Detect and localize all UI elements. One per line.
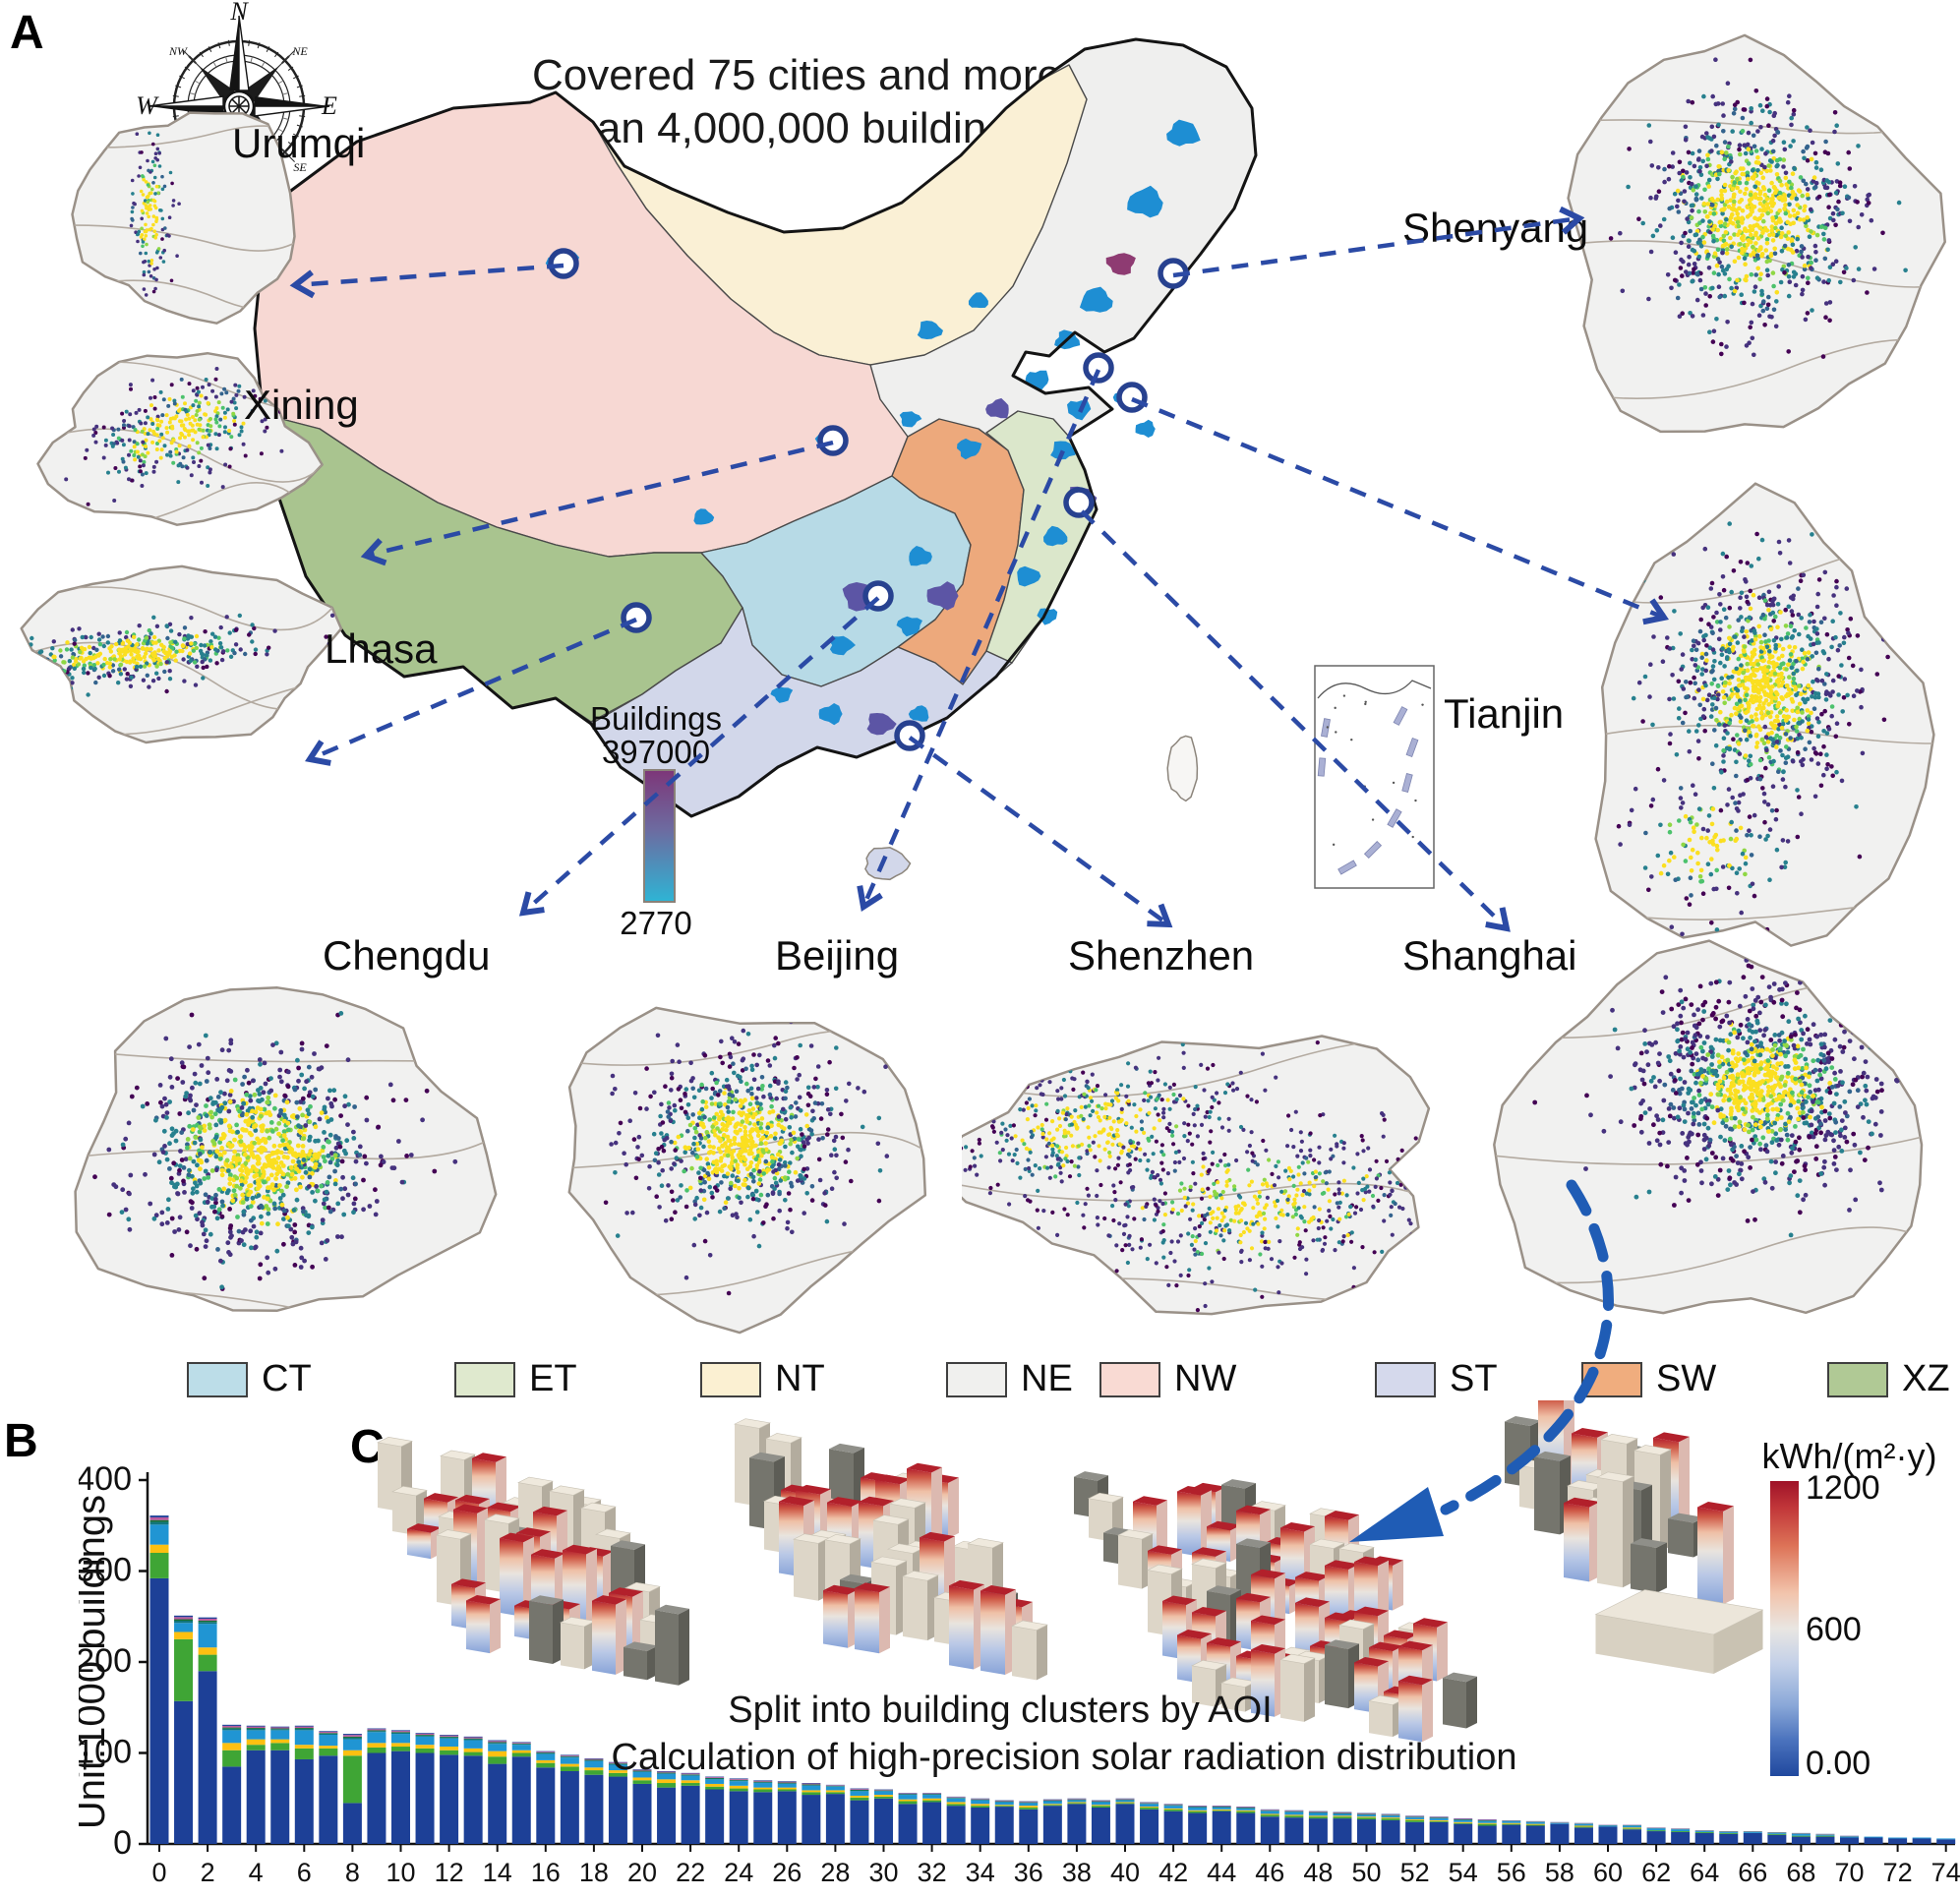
city-label-lhasa: Lhasa <box>325 625 438 672</box>
legend-item-nt: NT <box>700 1358 825 1400</box>
svg-text:N: N <box>229 0 249 26</box>
city-label-tianjin: Tianjin <box>1444 690 1565 737</box>
legend-label-et: ET <box>529 1358 577 1399</box>
building-cluster-render-1 <box>377 1437 689 1686</box>
radiation-colorbar-title: kWh/(m²·y) <box>1761 1436 1937 1476</box>
city-label-shenzhen: Shenzhen <box>1068 932 1255 979</box>
building-cluster-render-3 <box>1074 1471 1477 1743</box>
legend-item-ne: NE <box>946 1358 1073 1400</box>
legend-swatch-nw <box>1099 1361 1160 1397</box>
legend-label-ct: CT <box>262 1358 312 1399</box>
legend-swatch-et <box>454 1361 515 1397</box>
legend-swatch-ct <box>187 1361 248 1397</box>
inset-map-shenzhen <box>962 1035 1431 1316</box>
inset-map-xining <box>36 351 324 526</box>
legend-item-et: ET <box>454 1358 577 1400</box>
panel-b-label: B <box>4 1415 38 1467</box>
legend-label-sw: SW <box>1656 1358 1717 1399</box>
inset-map-tianjin <box>1594 482 1935 947</box>
figure-title-line1: Covered 75 cities and more <box>531 51 1062 99</box>
radiation-colorbar-gradient <box>1770 1481 1799 1776</box>
svg-text:NW: NW <box>168 44 188 58</box>
figure-title-line2: than 4,000,000 buildings <box>561 104 1033 152</box>
buildings-colorbar-max: 397000 <box>601 734 711 770</box>
svg-text:E: E <box>321 91 337 120</box>
buildings-colorbar-gradient <box>643 769 676 903</box>
inset-map-chengdu <box>74 986 498 1312</box>
inset-map-shenyang <box>1567 33 1946 434</box>
inset-map-urumqi <box>71 111 296 325</box>
inset-map-shanghai <box>1493 939 1924 1315</box>
buildings-colorbar-title: Buildings <box>590 700 722 737</box>
inset-map-beijing <box>567 1006 927 1335</box>
legend-label-nt: NT <box>775 1358 825 1399</box>
buildings-colorbar-min: 2770 <box>620 905 692 941</box>
legend-item-ct: CT <box>187 1358 312 1400</box>
radiation-colorbar-min: 0.00 <box>1806 1745 1871 1782</box>
city-label-shanghai: Shanghai <box>1402 932 1577 979</box>
radiation-colorbar-mid: 600 <box>1806 1611 1862 1648</box>
svg-text:SE: SE <box>293 160 307 174</box>
legend-item-sw: SW <box>1581 1358 1716 1400</box>
svg-text:NE: NE <box>291 44 308 58</box>
south-china-sea-inset <box>1314 665 1435 889</box>
building-cluster-render-4 <box>1505 1400 1763 1674</box>
legend-label-xz: XZ <box>1902 1358 1950 1399</box>
figure-title: Covered 75 cities and more than 4,000,00… <box>413 49 1180 155</box>
panel-c-caption-line2: Calculation of high-precision solar radi… <box>611 1737 1517 1778</box>
legend-swatch-ne <box>946 1361 1007 1397</box>
legend-item-st: ST <box>1375 1358 1498 1400</box>
building-cluster-render-2 <box>734 1418 1048 1681</box>
legend-label-st: ST <box>1450 1358 1498 1399</box>
svg-text:W: W <box>136 91 159 120</box>
legend-label-nw: NW <box>1174 1358 1237 1399</box>
city-label-shenyang: Shenyang <box>1402 205 1589 251</box>
city-label-chengdu: Chengdu <box>323 932 491 979</box>
legend-swatch-sw <box>1581 1361 1642 1397</box>
panel-c-caption-line1: Split into building clusters by AOI <box>728 1690 1273 1731</box>
china-map <box>253 37 1258 881</box>
city-label-beijing: Beijing <box>775 932 900 979</box>
city-label-xining: Xining <box>244 382 359 428</box>
legend-item-nw: NW <box>1099 1358 1236 1400</box>
city-label-urumqi: Urumqi <box>232 120 366 166</box>
legend-swatch-nt <box>700 1361 761 1397</box>
legend-swatch-xz <box>1827 1361 1888 1397</box>
legend-label-ne: NE <box>1021 1358 1073 1399</box>
legend-item-xz: XZ <box>1827 1358 1950 1400</box>
panel-a-label: A <box>10 7 44 59</box>
radiation-colorbar-max: 1200 <box>1806 1469 1880 1507</box>
legend-swatch-st <box>1375 1361 1436 1397</box>
inset-map-lhasa <box>20 564 343 744</box>
